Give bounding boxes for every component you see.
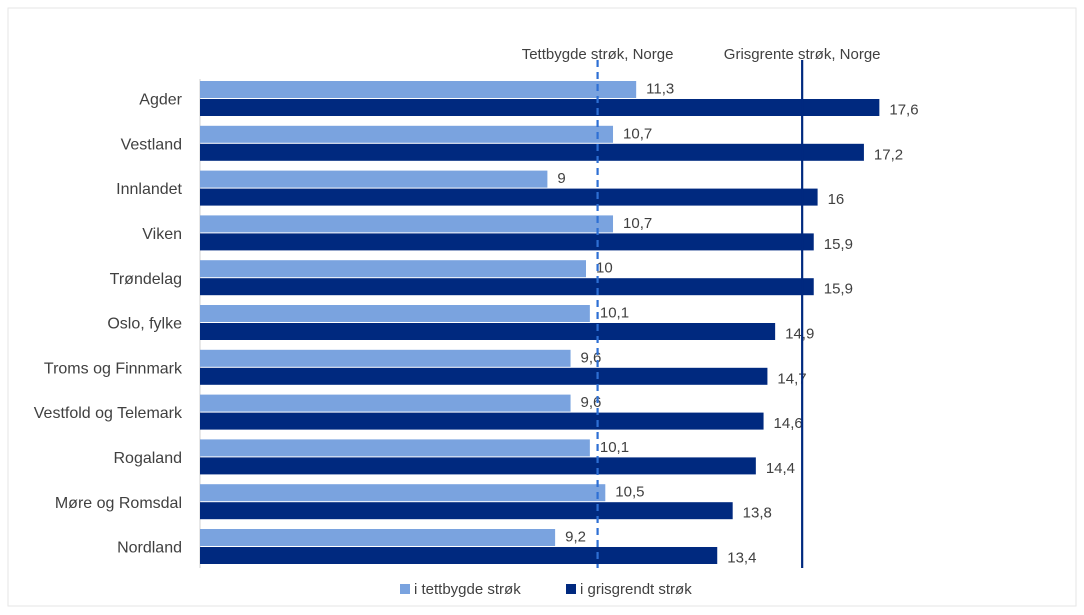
bar-grisgrendt bbox=[200, 323, 776, 340]
data-label: 9,6 bbox=[581, 349, 602, 366]
bar-grisgrendt bbox=[200, 278, 814, 296]
category-label: Vestland bbox=[121, 136, 182, 153]
reference-line-label: Tettbygde strøk, Norge bbox=[522, 46, 674, 63]
data-label: 14,7 bbox=[777, 370, 806, 387]
data-label: 17,2 bbox=[874, 146, 903, 163]
legend-label: i tettbygde strøk bbox=[414, 581, 521, 598]
data-label: 14,6 bbox=[774, 415, 803, 432]
bar-tettbygd bbox=[200, 215, 614, 233]
data-label: 14,4 bbox=[766, 460, 795, 477]
category-label: Innlandet bbox=[116, 181, 182, 198]
category-label: Oslo, fylke bbox=[107, 316, 182, 333]
data-label: 9,2 bbox=[565, 528, 586, 545]
data-label: 10,1 bbox=[600, 439, 629, 456]
bar-tettbygd bbox=[200, 125, 614, 143]
data-label: 16 bbox=[828, 191, 845, 208]
bar-tettbygd bbox=[200, 394, 571, 412]
bar-grisgrendt bbox=[200, 188, 818, 206]
bar-tettbygd bbox=[200, 529, 556, 546]
bar-tettbygd bbox=[200, 484, 606, 502]
data-label: 14,9 bbox=[785, 325, 814, 342]
data-label: 13,4 bbox=[727, 549, 756, 566]
category-label: Vestfold og Telemark bbox=[34, 405, 183, 422]
data-label: 10,7 bbox=[623, 125, 652, 142]
data-label: 10,7 bbox=[623, 215, 652, 232]
legend-label: i grisgrendt strøk bbox=[580, 581, 692, 598]
bar-tettbygd bbox=[200, 260, 586, 278]
data-label: 17,6 bbox=[889, 101, 918, 118]
category-label: Agder bbox=[139, 92, 182, 109]
data-label: 9,6 bbox=[581, 394, 602, 411]
legend-swatch bbox=[566, 584, 576, 594]
plot-area: Agder 11,3 17,6 Vestland 10,7 17,2 Innlandet 9 1… bbox=[34, 46, 919, 568]
bar-grisgrendt bbox=[200, 367, 768, 385]
bar-tettbygd bbox=[200, 349, 571, 367]
legend: i tettbygde strøk i grisgrendt strøk bbox=[400, 581, 692, 598]
data-label: 15,9 bbox=[824, 281, 853, 298]
legend-swatch bbox=[400, 584, 410, 594]
data-label: 11,3 bbox=[646, 80, 674, 97]
category-label: Rogaland bbox=[114, 450, 183, 467]
bar-tettbygd bbox=[200, 81, 637, 98]
bar-grisgrendt bbox=[200, 502, 733, 520]
category-label: Viken bbox=[142, 226, 182, 243]
bar-tettbygd bbox=[200, 439, 590, 457]
data-label: 10 bbox=[596, 260, 613, 277]
data-label: 10,1 bbox=[600, 304, 629, 321]
bar-tettbygd bbox=[200, 170, 548, 188]
category-label: Nordland bbox=[117, 540, 182, 557]
bar-grisgrendt bbox=[200, 457, 756, 475]
category-label: Trøndelag bbox=[110, 271, 182, 288]
category-label: Troms og Finnmark bbox=[44, 360, 183, 377]
bar-grisgrendt bbox=[200, 99, 880, 116]
category-label: Møre og Romsdal bbox=[55, 495, 182, 512]
data-label: 9 bbox=[557, 170, 565, 187]
bar-grisgrendt bbox=[200, 143, 864, 161]
bar-grisgrendt bbox=[200, 233, 814, 251]
data-label: 13,8 bbox=[743, 505, 772, 522]
data-label: 10,5 bbox=[615, 484, 644, 501]
reference-line-label: Grisgrente strøk, Norge bbox=[724, 46, 881, 63]
bar-grisgrendt bbox=[200, 412, 764, 430]
data-label: 15,9 bbox=[824, 236, 853, 253]
bar-tettbygd bbox=[200, 305, 590, 322]
bar-grisgrendt bbox=[200, 547, 718, 564]
